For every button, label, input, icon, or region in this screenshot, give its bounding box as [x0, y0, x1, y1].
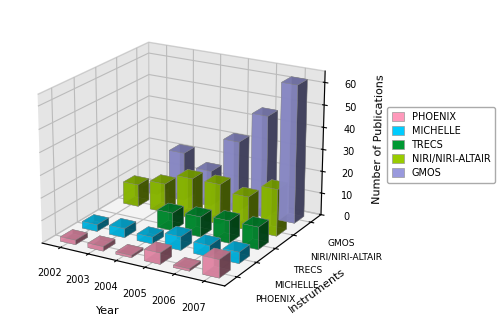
Y-axis label: Instruments: Instruments	[286, 266, 346, 315]
X-axis label: Year: Year	[96, 306, 120, 316]
Legend: PHOENIX, MICHELLE, TRECS, NIRI/NIRI-ALTAIR, GMOS: PHOENIX, MICHELLE, TRECS, NIRI/NIRI-ALTA…	[387, 107, 495, 183]
